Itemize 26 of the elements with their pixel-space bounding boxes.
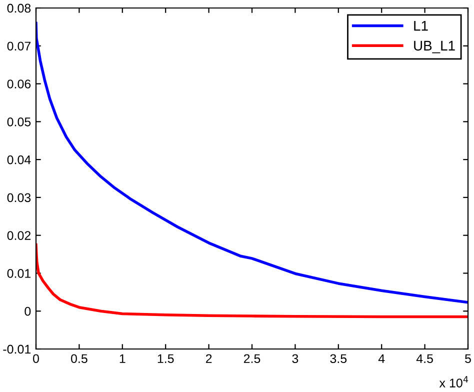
y-tick-label: -0.01 xyxy=(3,344,31,354)
y-tick-label: 0.07 xyxy=(7,42,31,51)
y-tick-label: 0.02 xyxy=(7,231,31,240)
text: x 10$^{4}$ xyxy=(439,376,468,388)
x-tick-label: 3 xyxy=(292,354,298,364)
y-tick-label: 0 xyxy=(24,306,31,316)
legend-label: L1 xyxy=(414,21,428,31)
x-tick-label: 5 xyxy=(465,354,471,364)
x-tick-label: 1.5 xyxy=(158,354,174,364)
x-tick-label: 0 xyxy=(33,354,39,364)
x-tick-label: 3.5 xyxy=(330,354,347,364)
x-tick-label: 1 xyxy=(120,354,126,363)
y-tick-label: 0.05 xyxy=(7,117,31,126)
legend-label: UB_L1 xyxy=(414,40,455,54)
line-series xyxy=(36,22,468,304)
line-series xyxy=(36,243,468,318)
x-tick-label: 2.5 xyxy=(244,354,260,364)
x-tick-label: 4.5 xyxy=(416,354,433,364)
y-tick-label: 0.01 xyxy=(7,269,31,278)
x-tick-label: 4 xyxy=(378,354,385,363)
x-tick-label: 0.5 xyxy=(71,354,88,364)
y-tick-label: 0.06 xyxy=(7,80,31,88)
x-tick-label: 2 xyxy=(206,354,212,363)
y-tick-label: 0.03 xyxy=(7,193,31,202)
y-tick-label: 0.08 xyxy=(7,4,31,13)
y-tick-label: 0.04 xyxy=(7,155,31,164)
